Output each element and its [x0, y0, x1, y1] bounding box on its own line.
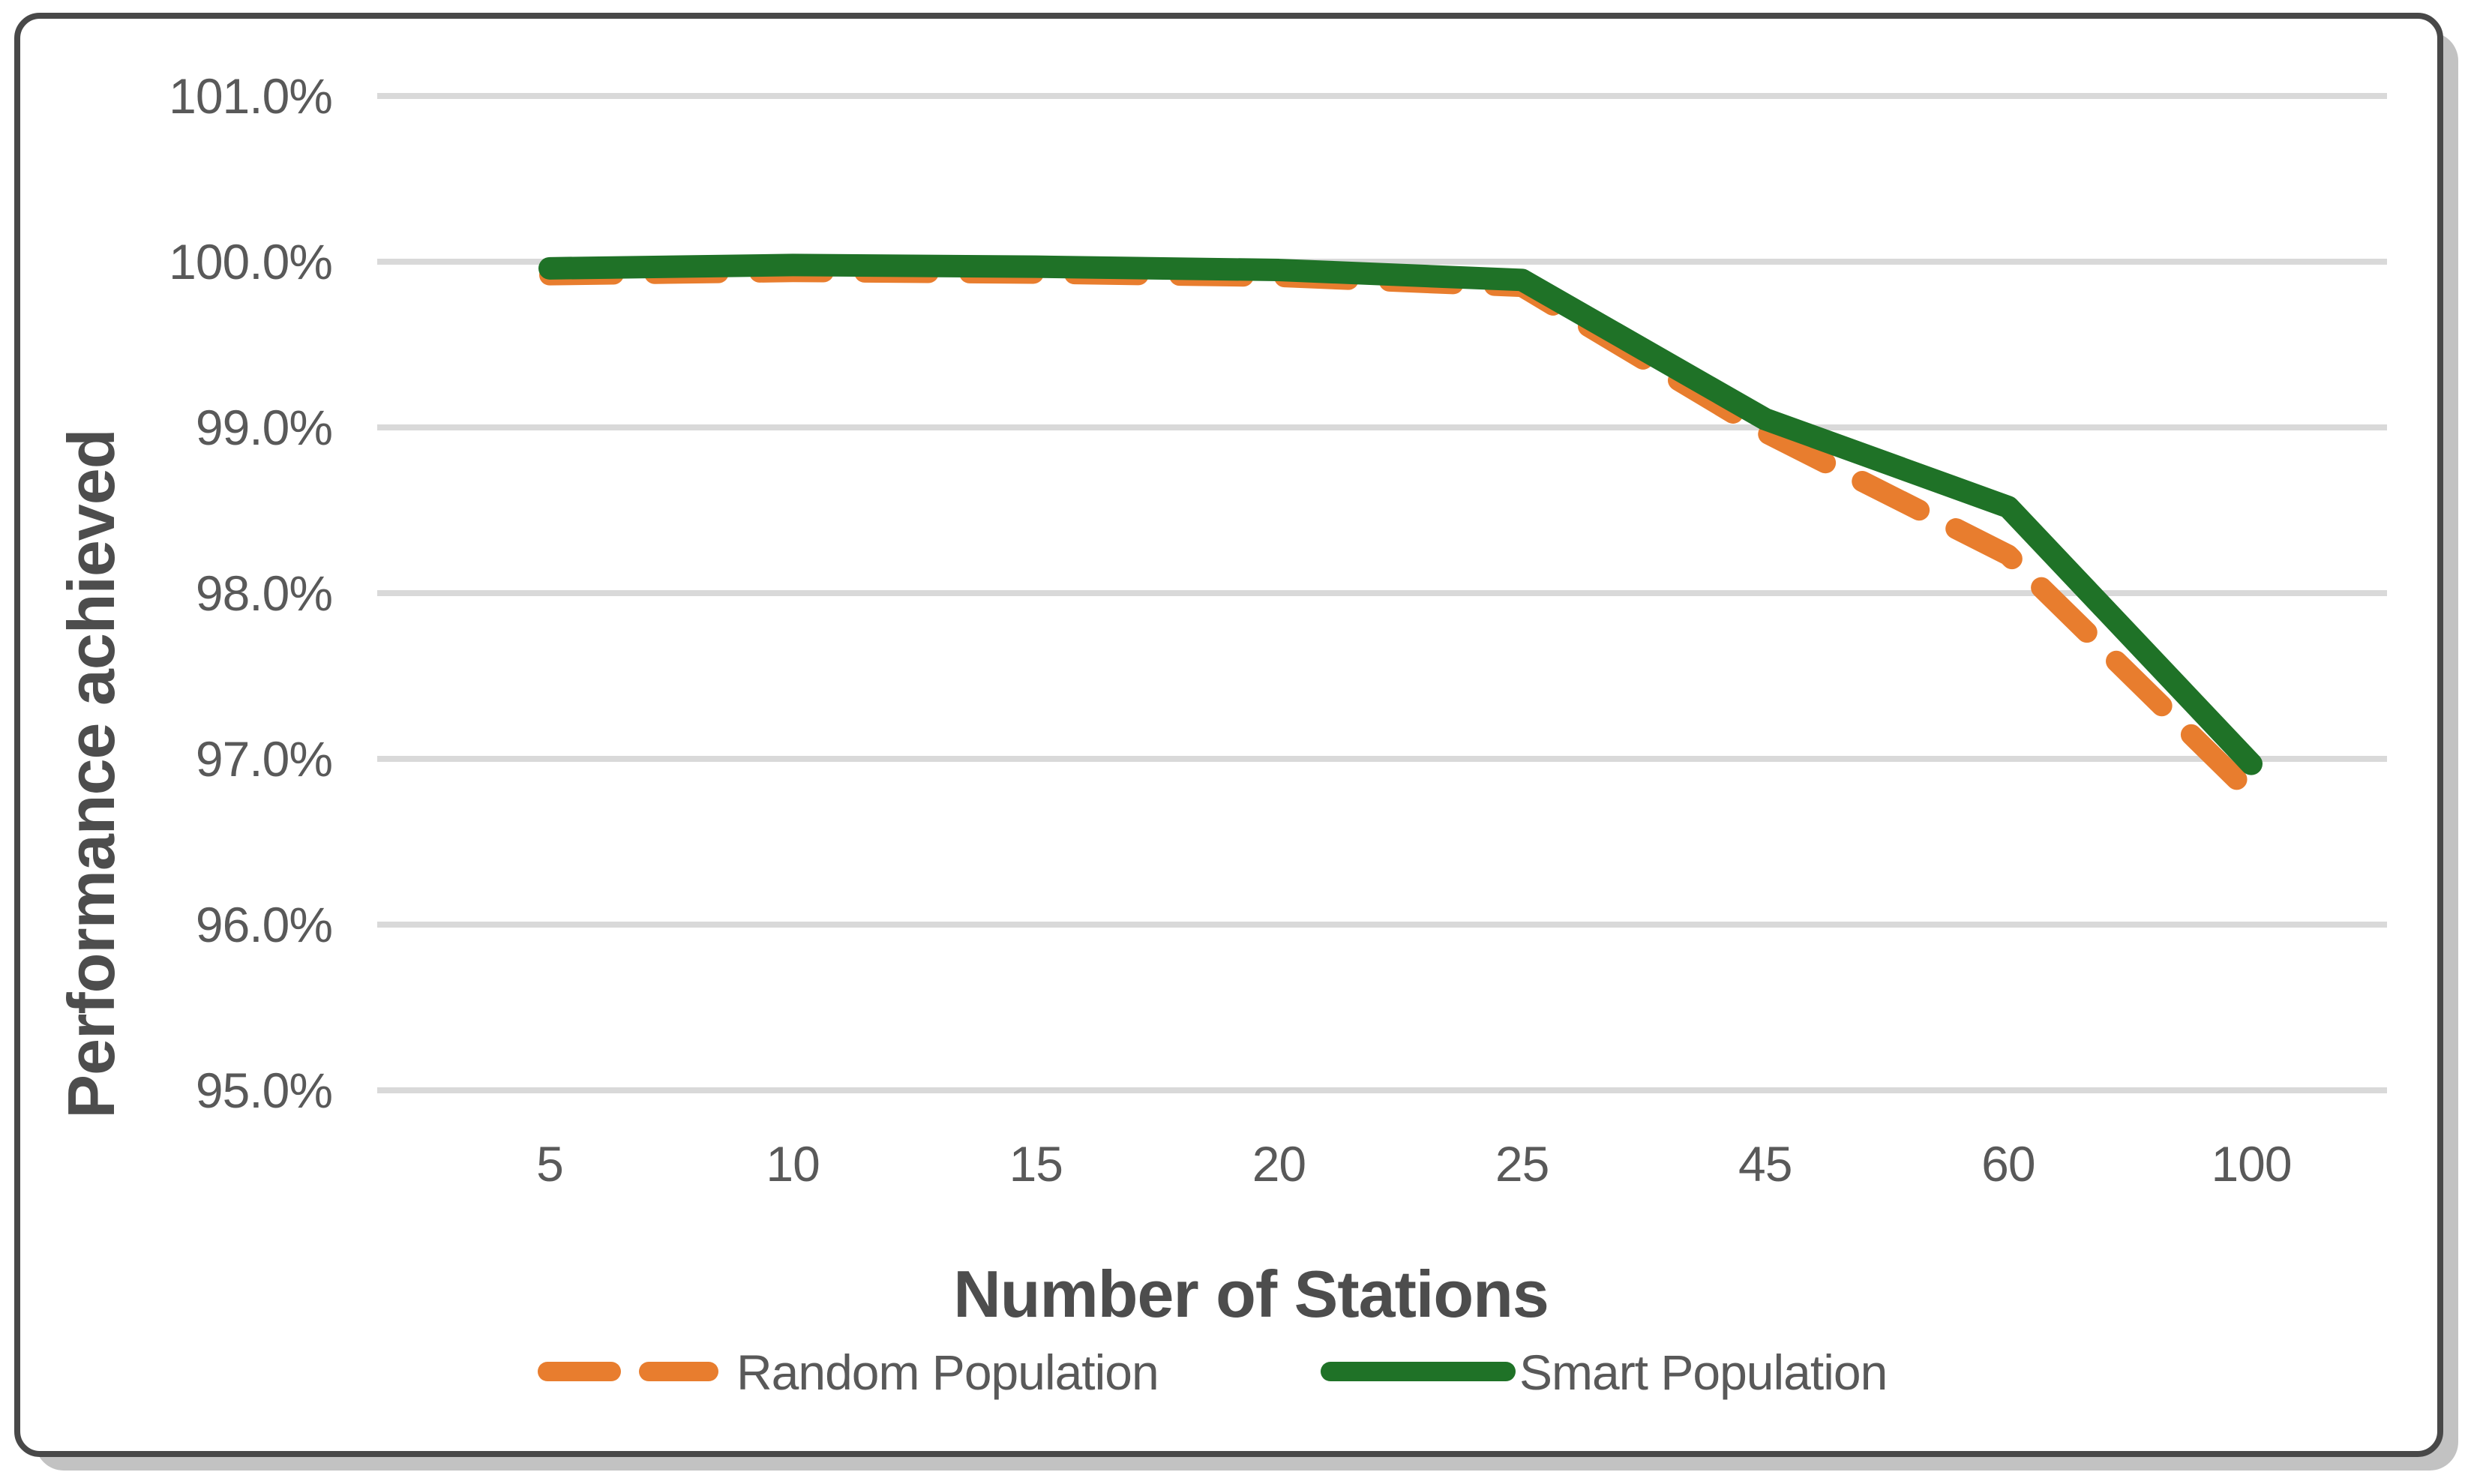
y-tick-label-101.0%: 101.0% [169, 68, 332, 124]
x-tick-label-20: 20 [1252, 1136, 1306, 1192]
legend-label-random-population: Random Population [736, 1345, 1159, 1400]
y-tick-label-99.0%: 99.0% [196, 400, 332, 455]
y-tick-label-97.0%: 97.0% [196, 731, 332, 787]
x-tick-label-10: 10 [766, 1136, 819, 1192]
x-axis-title: Number of Stations [953, 1257, 1549, 1331]
y-tick-label-95.0%: 95.0% [196, 1063, 332, 1118]
legend: Random Population Smart Population [538, 1345, 1888, 1400]
x-tick-label-60: 60 [1981, 1136, 2035, 1192]
x-tick-label-25: 25 [1495, 1136, 1549, 1192]
legend-label-smart-population: Smart Population [1519, 1345, 1887, 1400]
series-lines [538, 253, 2263, 805]
x-tick-label-15: 15 [1009, 1136, 1063, 1192]
x-axis-tick-labels: 5 10 15 20 25 45 60 100 [536, 1136, 2292, 1192]
series-line-smart-population [538, 253, 2263, 775]
y-tick-label-100.0%: 100.0% [169, 234, 332, 289]
y-axis-title: Performance achieved [54, 429, 128, 1118]
x-tick-label-45: 45 [1738, 1136, 1792, 1192]
chart-card [14, 13, 2443, 1457]
x-tick-label-100: 100 [2211, 1136, 2291, 1192]
y-tick-label-98.0%: 98.0% [196, 565, 332, 621]
x-tick-label-5: 5 [536, 1136, 563, 1192]
y-tick-label-96.0%: 96.0% [196, 897, 332, 952]
y-axis-tick-labels: 101.0% 100.0% 99.0% 98.0% 97.0% 96.0% 95.0% [169, 68, 333, 1118]
